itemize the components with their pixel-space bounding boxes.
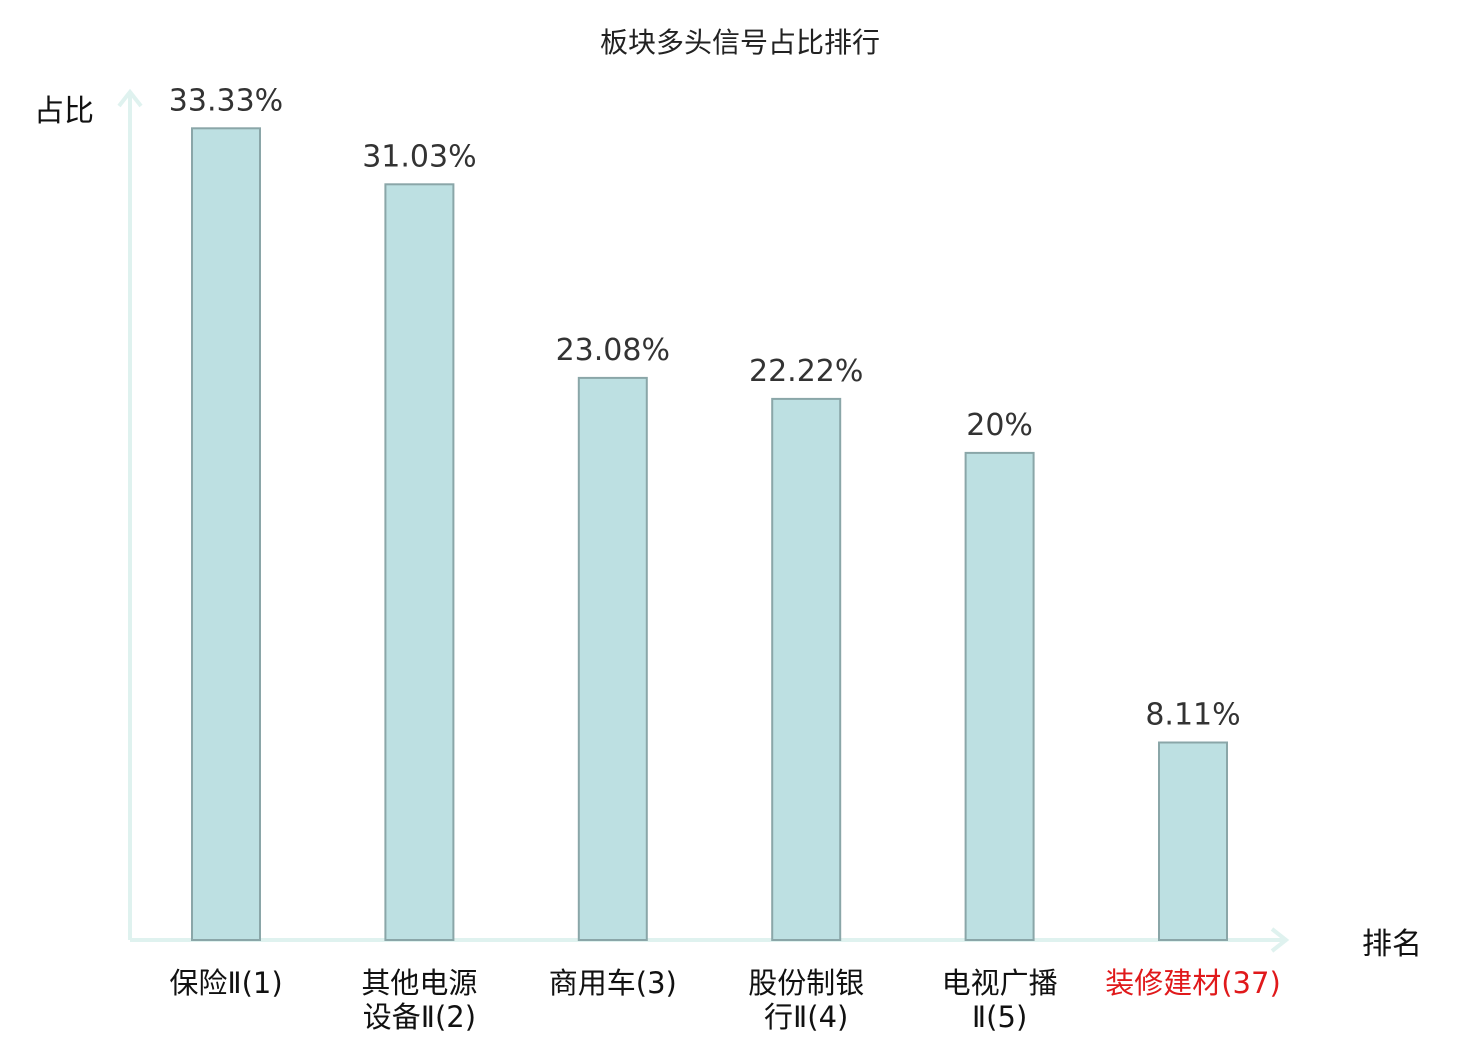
chart-title: 板块多头信号占比排行: [600, 26, 880, 59]
value-label-6: 8.11%: [1145, 698, 1240, 733]
category-label-6: 装修建材(37): [1105, 966, 1281, 1000]
value-labels-group: 33.33% 31.03% 23.08% 22.22% 20% 8.11%: [169, 83, 1241, 732]
x-axis-label: 排名: [1362, 927, 1422, 962]
category-label-5-line-2: Ⅱ(5): [972, 1000, 1027, 1034]
category-label-4-line-1: 股份制银: [748, 966, 864, 1000]
bar-6: [1158, 741, 1228, 941]
category-label-2-line-1: 其他电源: [361, 966, 477, 1000]
category-label-4-line-2: 行Ⅱ(4): [764, 1000, 848, 1034]
category-label-1: 保险Ⅱ(1): [169, 966, 282, 1000]
x-axis-arrow: [1270, 927, 1290, 953]
y-axis-label: 占比: [34, 94, 94, 129]
category-label-2-line-2: 设备Ⅱ(2): [363, 1000, 476, 1034]
bars-group: [191, 127, 1228, 942]
y-axis: [117, 88, 143, 940]
value-label-4: 22.22%: [749, 354, 863, 389]
bar-5: [964, 451, 1035, 941]
value-label-5: 20%: [966, 408, 1033, 443]
value-label-3: 23.08%: [556, 333, 670, 368]
category-label-5-line-1: 电视广播: [942, 966, 1058, 1000]
bar-3: [577, 376, 648, 941]
bar-2: [384, 183, 455, 942]
value-label-1: 33.33%: [169, 83, 283, 118]
category-label-3: 商用车(3): [549, 966, 677, 1000]
bar-4: [771, 397, 842, 941]
value-label-2: 31.03%: [362, 139, 476, 174]
bar-1: [191, 127, 261, 942]
y-axis-arrow: [117, 88, 143, 108]
x-axis: [130, 927, 1290, 953]
